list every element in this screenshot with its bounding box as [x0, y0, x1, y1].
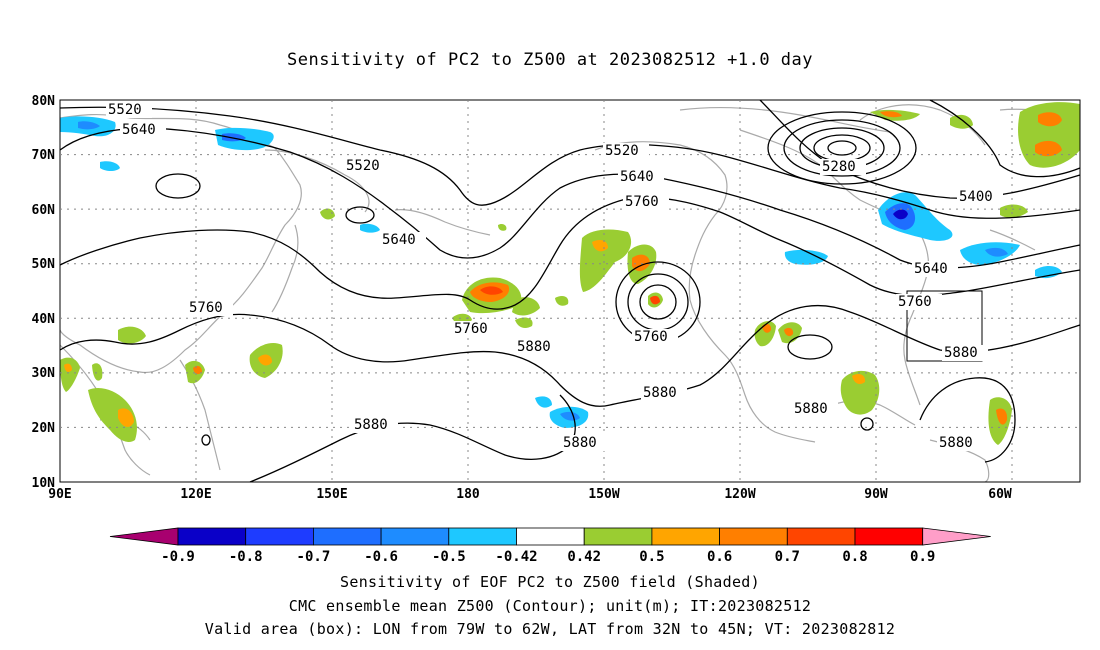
lon-label: 120W	[724, 487, 755, 502]
contour-label: 5760	[898, 294, 932, 310]
colorbar-label: -0.6	[364, 549, 398, 565]
colorbar-label: 0.6	[707, 549, 732, 565]
lon-label: 120E	[180, 487, 211, 502]
contour-label: 5640	[620, 169, 654, 185]
lon-label: 90W	[864, 487, 888, 502]
contour-label: 5400	[959, 189, 993, 205]
caption-line-1: Sensitivity of EOF PC2 to Z500 field (Sh…	[340, 573, 760, 591]
colorbar-swatch	[651, 527, 721, 546]
map-title: Sensitivity of PC2 to Z500 at 2023082512…	[286, 50, 813, 70]
contour-label: 5760	[634, 329, 668, 345]
colorbar-label: 0.5	[639, 549, 664, 565]
contour-label: 5760	[454, 321, 488, 337]
contour-label: 5880	[944, 345, 978, 361]
caption-line-3: Valid area (box): LON from 79W to 62W, L…	[204, 620, 896, 638]
colorbar-swatch	[583, 527, 653, 546]
sensitivity-shading	[60, 102, 1080, 445]
colorbar-label: 0.7	[775, 549, 800, 565]
contour-label: 5640	[122, 122, 156, 138]
colorbar-label: 0.8	[842, 549, 867, 565]
lon-label: 150E	[316, 487, 347, 502]
colorbar-swatch	[786, 527, 856, 546]
lon-label: 90E	[48, 487, 71, 502]
colorbar-label: 0.9	[910, 549, 935, 565]
colorbar-arrow-low	[109, 527, 179, 546]
contour-label: 5880	[517, 339, 551, 355]
colorbar-swatch	[312, 527, 382, 546]
contour-label: 5640	[382, 232, 416, 248]
caption-line-2: CMC ensemble mean Z500 (Contour); unit(m…	[288, 597, 812, 615]
colorbar-swatch	[516, 527, 585, 546]
map-frame	[59, 99, 1081, 483]
contour-label: 5880	[643, 385, 677, 401]
lat-label: 10N	[32, 476, 56, 491]
lat-label: 70N	[32, 148, 56, 163]
colorbar-swatch	[245, 527, 314, 546]
contour-label: 5520	[605, 143, 639, 159]
lat-label: 20N	[32, 421, 56, 436]
colorbar-swatch	[854, 527, 924, 546]
lat-label: 50N	[32, 257, 56, 272]
lon-label: 180	[456, 487, 480, 502]
contour-label: 5880	[354, 417, 388, 433]
contour-label: 5280	[822, 159, 856, 175]
contour-label: 5880	[939, 435, 973, 451]
colorbar-label: -0.8	[229, 549, 263, 565]
colorbar-swatch	[719, 527, 788, 546]
colorbar-label: -0.5	[432, 549, 466, 565]
lat-label: 80N	[32, 94, 56, 109]
contour-label: 5520	[346, 158, 380, 174]
lat-label: 60N	[32, 203, 56, 218]
colorbar-swatch	[380, 527, 450, 546]
lat-label: 30N	[32, 366, 56, 381]
colorbar-label: 0.42	[567, 549, 601, 565]
colorbar-label: -0.9	[161, 549, 195, 565]
colorbar-label: -0.7	[297, 549, 331, 565]
contour-label: 5520	[108, 102, 142, 118]
contour-label: 5880	[563, 435, 597, 451]
colorbar-swatch	[177, 527, 247, 546]
colorbar-label: -0.42	[495, 549, 537, 565]
colorbar-swatch	[448, 527, 517, 546]
colorbar-arrow-high	[922, 527, 991, 546]
lon-label: 60W	[988, 487, 1012, 502]
lon-label: 150W	[588, 487, 619, 502]
contour-label: 5640	[914, 261, 948, 277]
contour-label: 5760	[189, 300, 223, 316]
colorbar: -0.9 -0.8 -0.7 -0.6 -0.5 -0.42 0.42 0.5 0.6 0.7 0.…	[109, 527, 991, 565]
graticule	[60, 100, 1080, 482]
contour-label: 5760	[625, 194, 659, 210]
contour-label: 5880	[794, 401, 828, 417]
lat-label: 40N	[32, 312, 56, 327]
sensitivity-map: 5520 5640 5520 5640 5760 5760 5880 5880 …	[32, 94, 1081, 565]
